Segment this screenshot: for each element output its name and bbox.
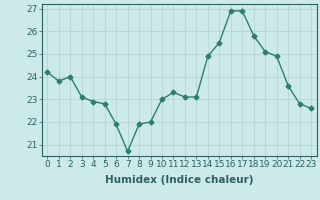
X-axis label: Humidex (Indice chaleur): Humidex (Indice chaleur) xyxy=(105,175,253,185)
